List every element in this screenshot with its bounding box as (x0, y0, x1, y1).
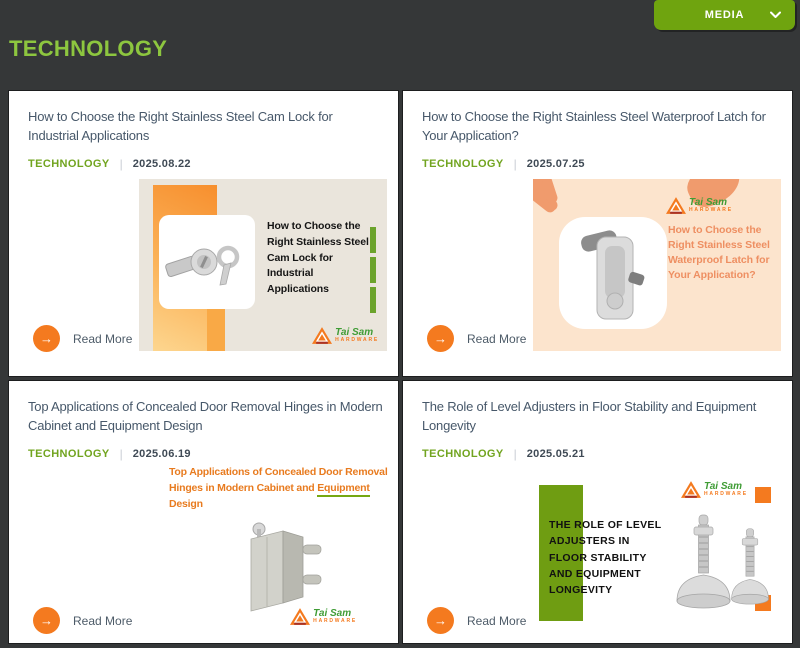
read-more-label: Read More (73, 331, 133, 346)
article-thumbnail[interactable]: How to Choose the Right Stainless Steel … (139, 179, 387, 351)
brand-subtitle: HARDWARE (704, 491, 748, 498)
brand-subtitle: HARDWARE (689, 207, 733, 214)
underlined-word: Equipment (317, 481, 370, 497)
category-link[interactable]: TECHNOLOGY (28, 157, 110, 170)
article-grid: How to Choose the Right Stainless Steel … (8, 90, 793, 644)
brand-name: Tai Sam (689, 197, 727, 209)
brand-logo: Tai Sam HARDWARE (681, 481, 748, 498)
category-link[interactable]: TECHNOLOGY (422, 157, 504, 170)
brand-triangle-icon (681, 481, 701, 498)
hand-decoration (533, 179, 558, 213)
read-more-link[interactable]: → Read More (33, 325, 132, 352)
article-thumbnail[interactable]: Top Applications of Concealed Door Remov… (159, 459, 398, 629)
article-date: 2025.08.22 (132, 157, 191, 170)
article-card-cam-lock: How to Choose the Right Stainless Steel … (8, 90, 399, 377)
orange-square-decoration (755, 487, 771, 503)
meta-separator: | (119, 156, 123, 171)
brand-triangle-icon (290, 608, 311, 625)
brand-name: Tai Sam (313, 608, 352, 620)
green-bars-decoration (370, 227, 376, 313)
brand-triangle-icon (312, 327, 333, 344)
waterproof-latch-photo (559, 217, 667, 329)
article-meta: TECHNOLOGY | 2025.06.19 (28, 447, 379, 461)
brand-logo: Tai Sam HARDWARE (290, 608, 357, 625)
brand-subtitle: HARDWARE (313, 618, 357, 625)
thumbnail-headline: How to Choose the Right Stainless Steel … (267, 220, 369, 295)
read-more-label: Read More (467, 613, 527, 628)
article-card-waterproof-latch: How to Choose the Right Stainless Steel … (402, 90, 793, 377)
media-dropdown-button[interactable]: MEDIA (654, 0, 795, 30)
green-rectangle-decoration (539, 485, 583, 621)
meta-separator: | (513, 156, 517, 171)
page-title: TECHNOLOGY (9, 36, 168, 61)
article-meta: TECHNOLOGY | 2025.05.21 (422, 447, 773, 461)
article-meta: TECHNOLOGY | 2025.07.25 (422, 157, 773, 171)
media-dropdown-label: MEDIA (704, 9, 745, 21)
article-title[interactable]: Top Applications of Concealed Door Remov… (28, 399, 383, 433)
brand-name: Tai Sam (335, 327, 374, 339)
brand-logo: Tai Sam HARDWARE (666, 197, 733, 214)
arrow-right-icon: → (427, 607, 454, 634)
read-more-link[interactable]: → Read More (33, 607, 132, 634)
orange-accent-shape (207, 309, 225, 351)
arrow-right-icon: → (33, 607, 60, 634)
read-more-label: Read More (467, 331, 527, 346)
article-title[interactable]: The Role of Level Adjusters in Floor Sta… (422, 399, 757, 433)
brand-name: Tai Sam (704, 481, 742, 493)
category-link[interactable]: TECHNOLOGY (28, 447, 110, 460)
article-date: 2025.07.25 (526, 157, 585, 170)
article-title[interactable]: How to Choose the Right Stainless Steel … (422, 109, 766, 143)
read-more-link[interactable]: → Read More (427, 325, 526, 352)
chevron-down-icon (770, 11, 781, 19)
article-title[interactable]: How to Choose the Right Stainless Steel … (28, 109, 333, 143)
cam-lock-photo (159, 215, 255, 309)
meta-separator: | (513, 446, 517, 461)
article-meta: TECHNOLOGY | 2025.08.22 (28, 157, 379, 171)
arrow-right-icon: → (427, 325, 454, 352)
article-thumbnail[interactable]: Tai Sam HARDWARE THE ROLE OF LEVEL ADJUS… (531, 463, 783, 635)
read-more-label: Read More (73, 613, 133, 628)
article-date: 2025.06.19 (132, 447, 191, 460)
thumbnail-headline: How to Choose the Right Stainless Steel … (668, 224, 770, 281)
brand-logo: Tai Sam HARDWARE (312, 327, 379, 344)
article-thumbnail[interactable]: Tai Sam HARDWARE How to Choose the Right… (533, 179, 781, 351)
article-card-concealed-hinges: Top Applications of Concealed Door Remov… (8, 380, 399, 644)
hinge-photo (221, 517, 331, 622)
thumbnail-headline: Top Applications of Concealed Door Remov… (169, 466, 388, 510)
brand-triangle-icon (666, 197, 686, 214)
meta-separator: | (119, 446, 123, 461)
brand-subtitle: HARDWARE (335, 337, 379, 344)
read-more-link[interactable]: → Read More (427, 607, 526, 634)
thumbnail-headline: THE ROLE OF LEVEL ADJUSTERS IN FLOOR STA… (549, 519, 662, 597)
level-adjusters-photo (673, 513, 769, 622)
arrow-right-icon: → (33, 325, 60, 352)
category-link[interactable]: TECHNOLOGY (422, 447, 504, 460)
article-date: 2025.05.21 (526, 447, 585, 460)
article-card-level-adjusters: The Role of Level Adjusters in Floor Sta… (402, 380, 793, 644)
